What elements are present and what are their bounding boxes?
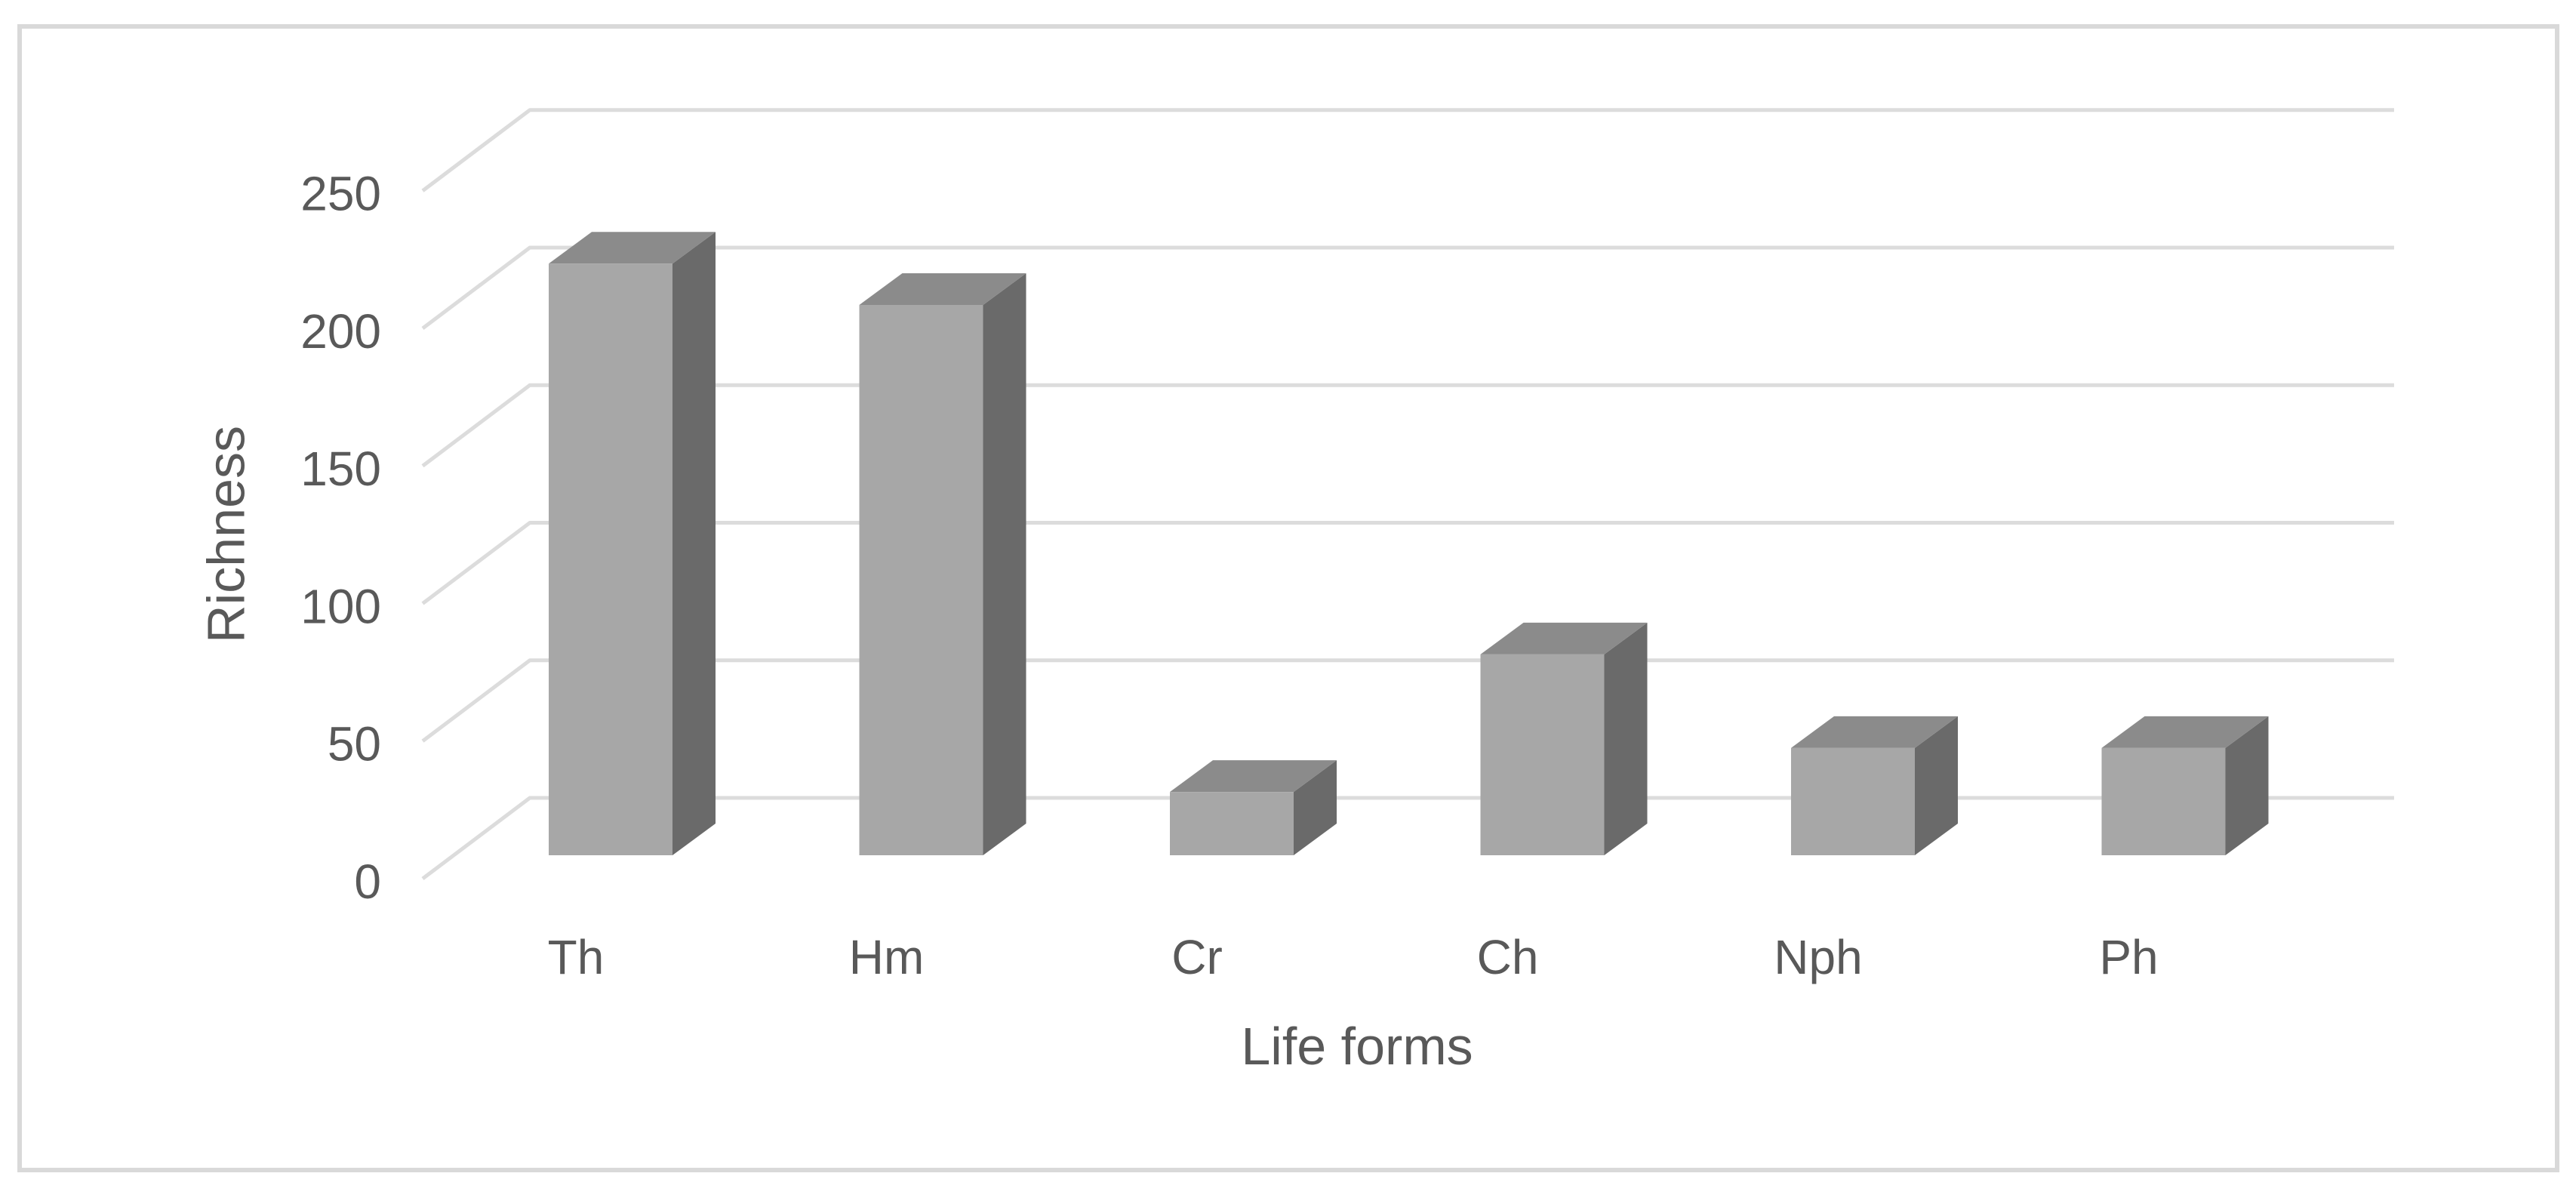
- bar-front-face: [2101, 747, 2226, 855]
- bar-top-face: [549, 232, 716, 264]
- figure-border: [17, 24, 2559, 1172]
- y-tick-label-100: 100: [300, 579, 381, 633]
- gridline-150: [421, 383, 2394, 468]
- category-label-Th: Th: [548, 930, 605, 984]
- category-label-Nph: Nph: [1774, 930, 1862, 984]
- bar-Ph: [2101, 716, 2269, 855]
- bar-front-face: [1480, 654, 1605, 855]
- y-tick-label-250: 250: [300, 167, 381, 221]
- bar-top-face: [1170, 760, 1337, 793]
- bar-Cr: [1170, 760, 1337, 855]
- y-tick-label-50: 50: [328, 717, 381, 771]
- gridline-250: [421, 108, 2394, 192]
- bar-Ch: [1480, 622, 1648, 855]
- bar-side-face: [1604, 622, 1648, 855]
- gridline-0: [421, 796, 2394, 880]
- gridline-100: [421, 520, 2394, 605]
- y-tick-label-0: 0: [354, 855, 381, 909]
- bar-top-face: [1480, 622, 1648, 654]
- bar-Th: [549, 232, 716, 856]
- bar-Nph: [1791, 716, 1958, 855]
- gridlines: [421, 108, 2394, 880]
- y-axis-tick-labels: 0 50 100 150 200 250: [300, 167, 381, 909]
- y-tick-label-200: 200: [300, 304, 381, 359]
- x-axis-category-labels: Th Hm Cr Ch Nph Ph: [548, 930, 2159, 984]
- bar-side-face: [1915, 716, 1958, 855]
- bar-top-face: [859, 273, 1026, 305]
- bar-top-face: [1791, 716, 1958, 748]
- bar-side-face: [672, 232, 716, 856]
- gridline-200: [421, 245, 2394, 330]
- bar-Hm: [859, 273, 1026, 856]
- category-label-Ph: Ph: [2099, 930, 2158, 984]
- bar-front-face: [1170, 792, 1294, 855]
- category-label-Hm: Hm: [849, 930, 925, 984]
- x-axis-title: Life forms: [1241, 1017, 1473, 1076]
- y-axis-title: Richness: [197, 426, 256, 643]
- category-label-Ch: Ch: [1477, 930, 1539, 984]
- bar-side-face: [2225, 716, 2269, 855]
- bar-side-face: [1294, 760, 1337, 855]
- bar-front-face: [549, 263, 672, 856]
- y-tick-label-150: 150: [300, 442, 381, 496]
- category-label-Cr: Cr: [1171, 930, 1223, 984]
- bar-front-face: [1791, 747, 1915, 855]
- bar-side-face: [983, 273, 1026, 856]
- gridline-50: [421, 658, 2394, 743]
- bar-series: [549, 232, 2269, 856]
- bar-front-face: [859, 304, 983, 856]
- bar-top-face: [2101, 716, 2269, 748]
